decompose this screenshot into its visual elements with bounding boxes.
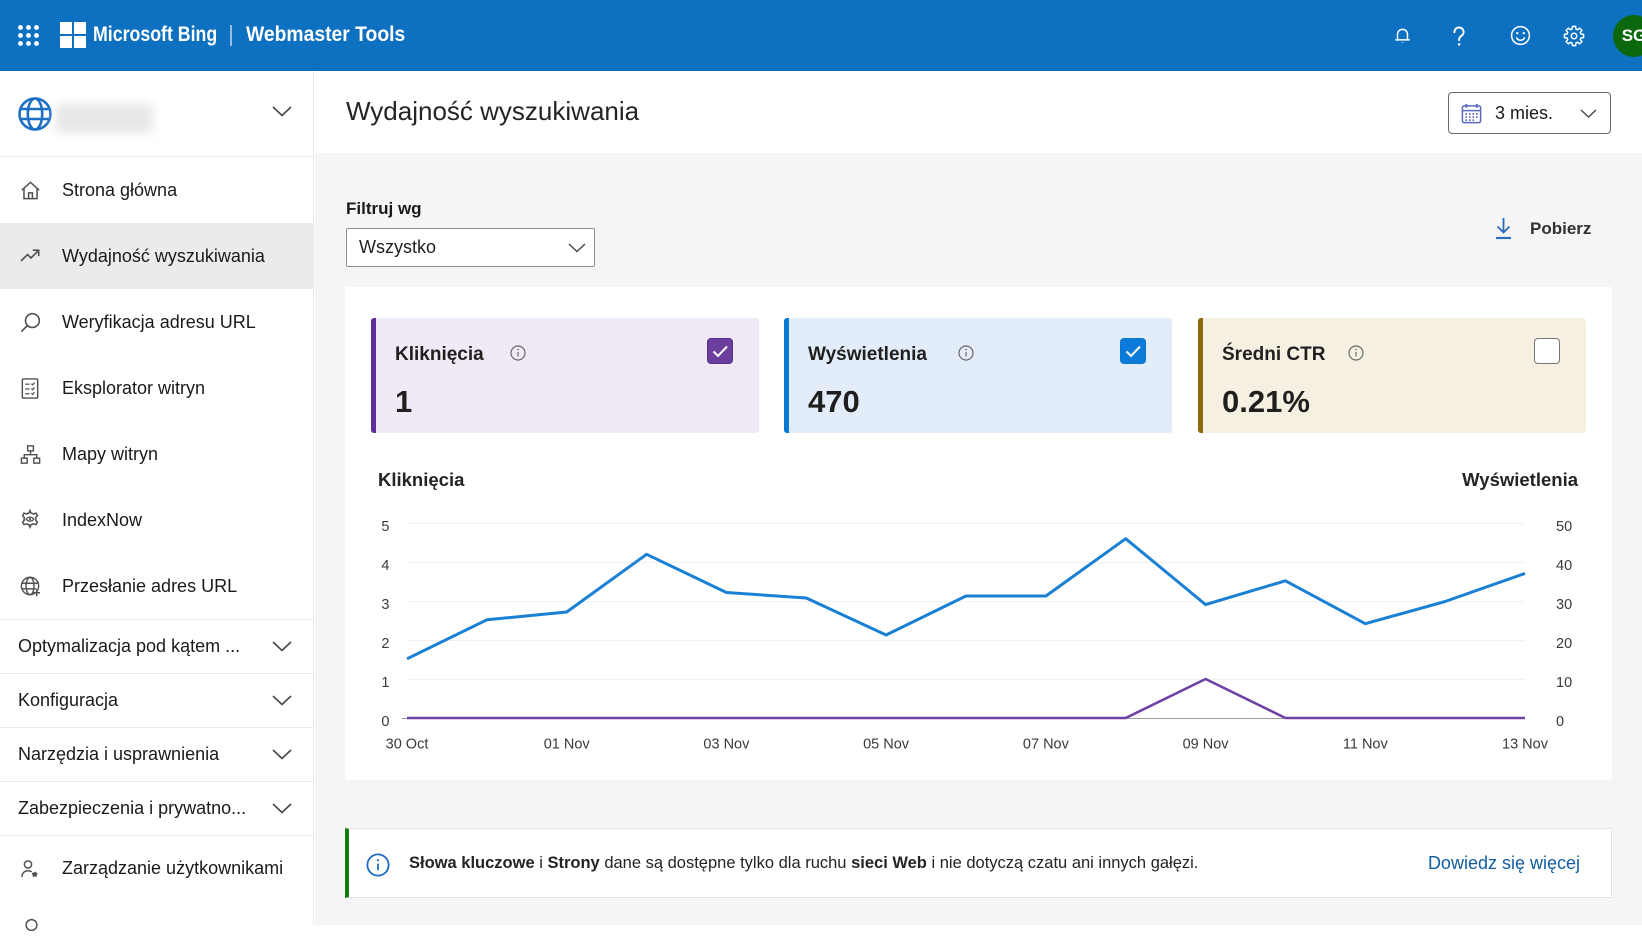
svg-text:05 Nov: 05 Nov (863, 737, 910, 753)
svg-text:Wyświetlenia: Wyświetlenia (1462, 469, 1579, 490)
svg-text:07 Nov: 07 Nov (1023, 737, 1070, 753)
svg-text:11 Nov: 11 Nov (1343, 737, 1389, 753)
svg-text:Kliknięcia: Kliknięcia (378, 469, 465, 490)
svg-text:5: 5 (381, 519, 389, 535)
svg-text:09 Nov: 09 Nov (1183, 737, 1230, 753)
svg-text:03 Nov: 03 Nov (703, 737, 750, 753)
svg-text:0: 0 (381, 714, 389, 730)
svg-text:4: 4 (381, 558, 389, 574)
svg-text:50: 50 (1556, 519, 1572, 535)
svg-text:10: 10 (1556, 675, 1572, 691)
svg-text:40: 40 (1556, 558, 1572, 574)
svg-text:2: 2 (381, 636, 389, 652)
svg-text:20: 20 (1556, 636, 1572, 652)
svg-text:30 Oct: 30 Oct (386, 737, 429, 753)
svg-text:0: 0 (1556, 714, 1564, 730)
svg-text:1: 1 (381, 675, 389, 691)
svg-text:01 Nov: 01 Nov (544, 737, 591, 753)
svg-text:30: 30 (1556, 597, 1572, 613)
svg-text:3: 3 (381, 597, 389, 613)
svg-text:13 Nov: 13 Nov (1502, 737, 1549, 753)
